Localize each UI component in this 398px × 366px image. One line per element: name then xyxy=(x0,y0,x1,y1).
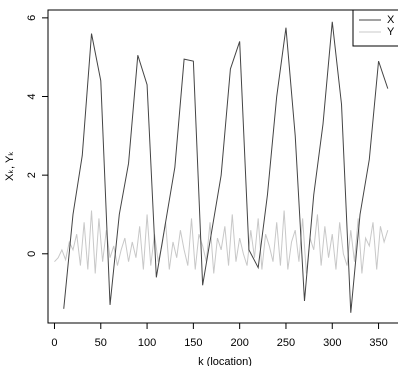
x-axis-label: k (location) xyxy=(198,356,252,366)
series-line xyxy=(63,21,389,313)
legend-label: Y xyxy=(387,26,395,38)
x-tick-label: 300 xyxy=(323,337,341,349)
y-tick-label: 4 xyxy=(26,93,38,99)
y-tick-label: 2 xyxy=(26,172,38,178)
x-tick-label: 0 xyxy=(51,337,57,349)
plot-frame xyxy=(47,9,398,324)
y-tick-label: 0 xyxy=(26,251,38,257)
x-tick-label: 50 xyxy=(95,337,107,349)
x-tick-label: 350 xyxy=(369,337,387,349)
series-line xyxy=(54,210,389,274)
x-tick-label: 250 xyxy=(277,337,295,349)
x-tick-label: 100 xyxy=(138,337,156,349)
y-tick-label: 6 xyxy=(26,15,38,21)
legend-label: X xyxy=(387,14,395,26)
legend-box xyxy=(352,9,398,47)
x-tick-label: 150 xyxy=(184,337,202,349)
y-axis-label: Xₖ, Yₖ xyxy=(4,151,16,181)
x-tick-label: 200 xyxy=(230,337,248,349)
